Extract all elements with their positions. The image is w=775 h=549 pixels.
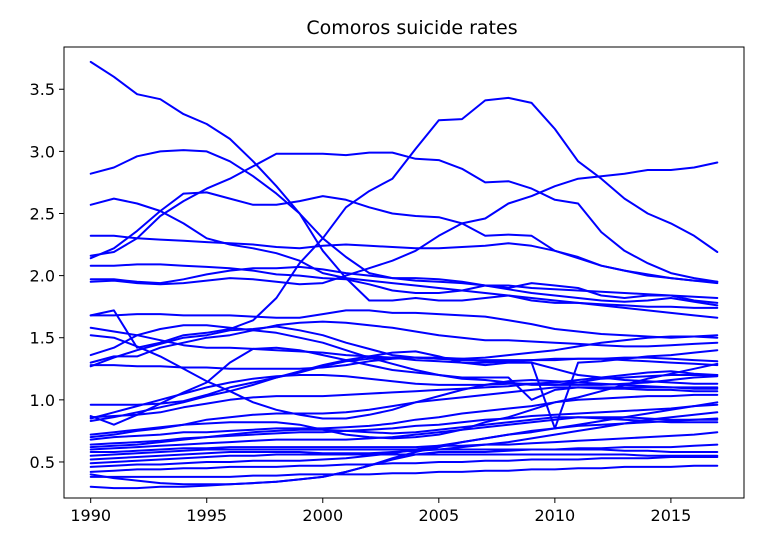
y-tick-label: 1.5 <box>30 329 55 348</box>
series-line-8 <box>89 265 719 307</box>
x-tick-label: 1995 <box>186 506 227 525</box>
y-axis: 0.5 1.0 1.5 2.0 2.5 3.0 3.5 <box>30 80 64 472</box>
series-line-2 <box>89 149 719 299</box>
series-line-3 <box>89 197 719 319</box>
series-line-15 <box>89 320 719 364</box>
series-line-7 <box>89 263 719 304</box>
x-tick-label: 2010 <box>534 506 575 525</box>
series-line-10 <box>89 96 719 349</box>
x-tick-label: 1990 <box>70 506 111 525</box>
series-line-28 <box>89 416 719 451</box>
series-line-4 <box>89 234 719 283</box>
x-tick-label: 2000 <box>302 506 343 525</box>
plot-frame <box>63 46 745 499</box>
x-tick-label: 2005 <box>418 506 459 525</box>
y-tick-label: 3.0 <box>30 142 55 161</box>
series-line-5 <box>89 151 719 283</box>
series-line-20 <box>89 374 719 420</box>
x-axis: 1990 1995 2000 2005 2010 2015 <box>70 498 691 525</box>
y-tick-label: 2.5 <box>30 204 55 223</box>
series-line-35 <box>89 464 719 478</box>
series-line-25 <box>89 393 719 441</box>
series-line-6 <box>89 191 719 285</box>
plot-lines <box>89 60 719 490</box>
series-line-16 <box>89 325 719 368</box>
series-line-9 <box>89 161 719 286</box>
x-tick-label: 2015 <box>651 506 692 525</box>
series-line-21 <box>89 350 719 422</box>
series-line-33 <box>89 417 719 468</box>
series-line-37 <box>89 401 719 486</box>
series-line-11 <box>89 309 719 339</box>
series-line-24 <box>89 362 719 440</box>
y-tick-label: 2.0 <box>30 267 55 286</box>
chart-title: Comoros suicide rates <box>306 17 517 39</box>
y-tick-label: 1.0 <box>30 391 55 410</box>
series-line-30 <box>89 448 719 457</box>
y-tick-label: 3.5 <box>30 80 55 99</box>
y-tick-label: 0.5 <box>30 453 55 472</box>
series-line-29 <box>89 431 719 453</box>
series-line-1 <box>89 60 719 309</box>
series-line-18 <box>89 356 719 406</box>
series-line-22 <box>89 370 719 419</box>
series-line-34 <box>89 456 719 473</box>
series-line-36 <box>89 443 719 490</box>
